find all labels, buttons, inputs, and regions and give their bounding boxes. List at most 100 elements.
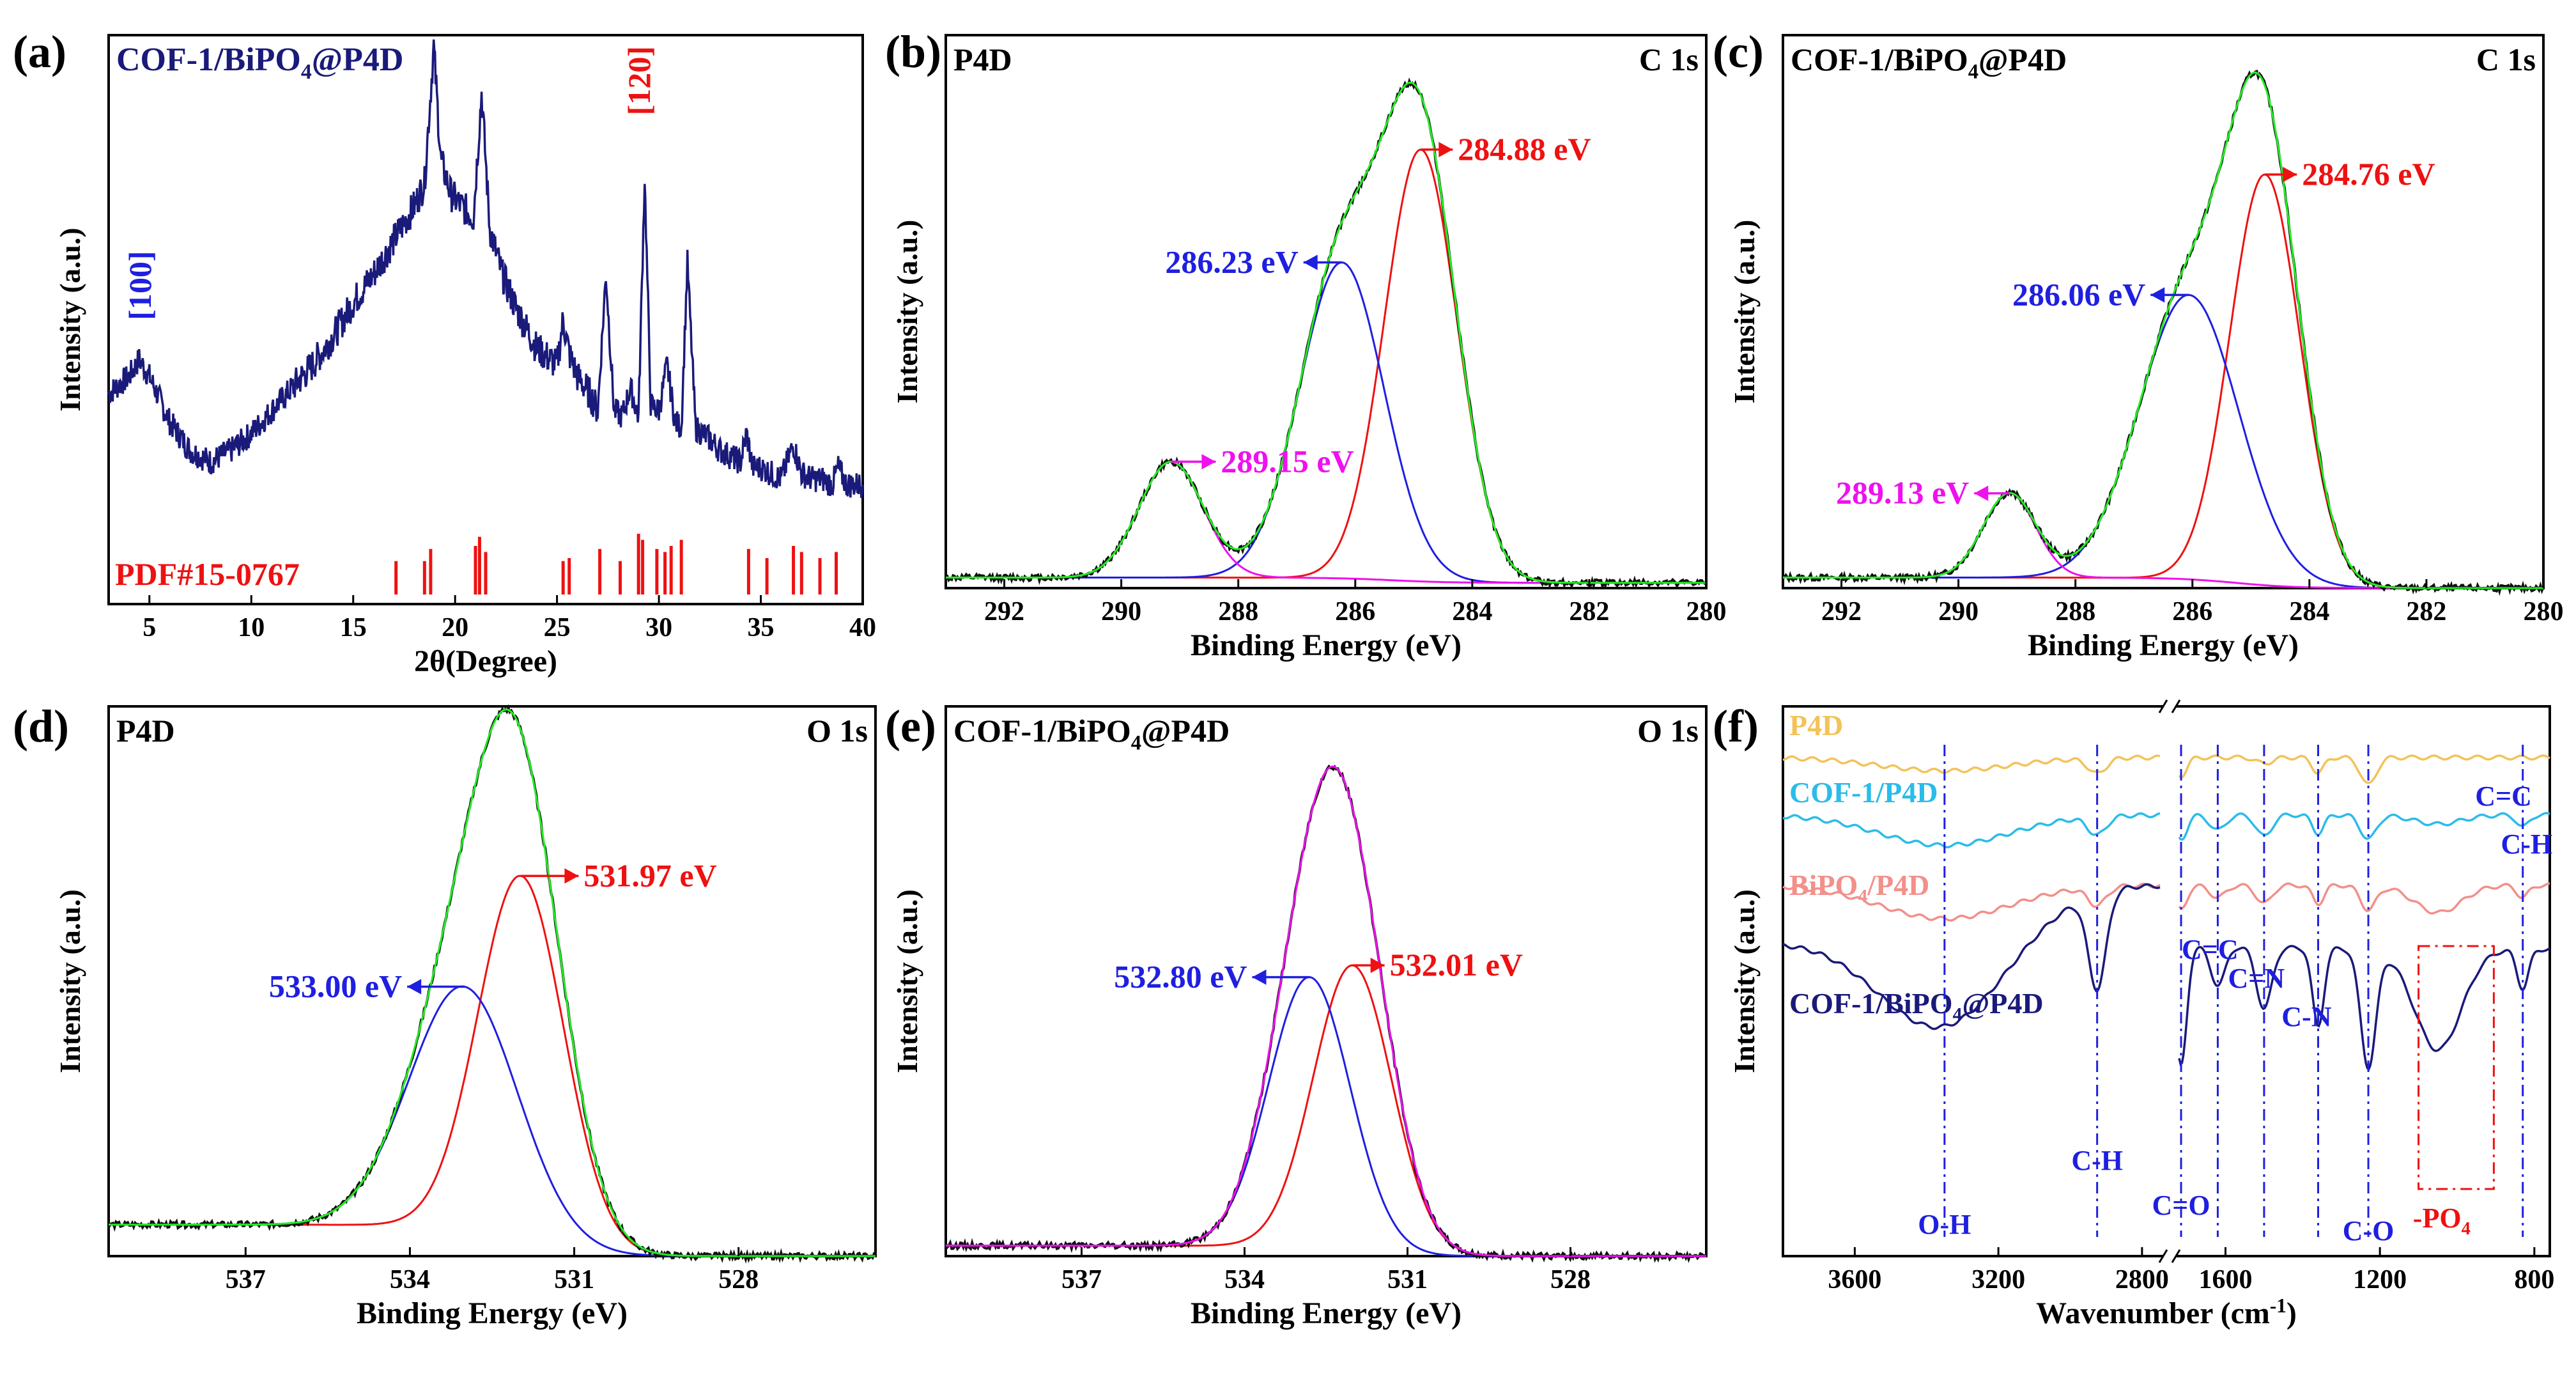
panel-label: (d) bbox=[13, 701, 69, 752]
plot-frame bbox=[1782, 34, 2545, 589]
x-axis-label: Wavenumber (cm-1​) bbox=[2036, 1294, 2297, 1330]
peak-label: 286.06 eV bbox=[2012, 276, 2145, 312]
x-tick-label: 1600 bbox=[2199, 1265, 2253, 1294]
ftir-spectrum bbox=[1782, 882, 2161, 922]
arrow-head bbox=[564, 868, 579, 884]
band-label: C=N bbox=[2228, 963, 2285, 994]
arrow-head bbox=[2150, 287, 2165, 303]
series-label: COF-1/P4D bbox=[1789, 776, 1938, 809]
core-level: C 1s bbox=[2476, 42, 2536, 77]
plot-frame bbox=[945, 705, 1708, 1257]
envelope-fit bbox=[946, 81, 1706, 584]
panel-c: 284.76 eV 286.06 eV 289.13 eV COF-1/BiPO4​@… bbox=[1728, 34, 2564, 662]
peak-label: 289.15 eV bbox=[1221, 443, 1354, 479]
band-label: C-N bbox=[2281, 1001, 2331, 1032]
panel-label: (e) bbox=[885, 701, 936, 752]
band-label: C=O bbox=[2152, 1190, 2210, 1221]
reference-legend: PDF#15-0767 bbox=[115, 556, 300, 592]
x-tick-label: 1200 bbox=[2353, 1265, 2407, 1294]
x-tick-label: 292 bbox=[1821, 597, 1862, 626]
component-peak bbox=[946, 261, 1706, 584]
plot-frame bbox=[945, 34, 1708, 589]
break-slash bbox=[2171, 699, 2181, 713]
x-axis-label: Binding Energy (eV) bbox=[1191, 628, 1462, 662]
ftir-spectrum bbox=[2178, 882, 2550, 915]
y-axis-label: Intensity (a.u.) bbox=[891, 220, 923, 404]
x-axis-label: Binding Energy (eV) bbox=[357, 1296, 628, 1330]
core-level: O 1s bbox=[1637, 713, 1699, 749]
x-tick-label: 528 bbox=[718, 1265, 759, 1294]
x-tick-label: 286 bbox=[1335, 597, 1375, 626]
x-tick-label: 5 bbox=[143, 613, 156, 642]
component-peak bbox=[109, 985, 875, 1257]
x-axis-label: 2θ(Degree) bbox=[414, 644, 557, 678]
ftir-spectrum bbox=[1782, 754, 2161, 774]
peak-label: 532.80 eV bbox=[1114, 959, 1247, 995]
plot-frame bbox=[107, 34, 864, 605]
arrow-head bbox=[1370, 958, 1385, 974]
arrow-head bbox=[407, 979, 422, 995]
panel-d: 531.97 eV 533.00 eV P4D O 1s 537 534 531 528 Bin… bbox=[54, 704, 877, 1330]
component-peak bbox=[109, 874, 875, 1257]
x-tick-label: 3600 bbox=[1828, 1265, 1881, 1294]
band-label: O-H bbox=[1918, 1209, 1971, 1240]
sample-title: COF-1/BiPO4​@P4D bbox=[1791, 42, 2067, 84]
component-peak bbox=[946, 964, 1706, 1257]
peak-label: 286.23 eV bbox=[1165, 244, 1298, 280]
ftir-spectrum bbox=[1782, 812, 2161, 849]
x-axis-label: Binding Energy (eV) bbox=[1191, 1296, 1462, 1330]
band-label: -PO4​ bbox=[2413, 1202, 2471, 1239]
sample-title: P4D bbox=[116, 713, 175, 749]
break-slash bbox=[2158, 699, 2168, 713]
panel-f: P4D COF-1/P4D BiPO4​/P4D COF-1/BiPO4​@P4D O-… bbox=[1728, 699, 2554, 1330]
y-axis-label: Intensity (a.u.) bbox=[891, 889, 923, 1073]
annotation-120: [120] bbox=[621, 46, 657, 115]
raw-spectrum bbox=[945, 764, 1707, 1263]
x-tick-label: 282 bbox=[1569, 597, 1609, 626]
x-tick-label: 15 bbox=[340, 613, 367, 642]
x-tick-label: 40 bbox=[849, 613, 876, 642]
arrow-head bbox=[1252, 969, 1267, 985]
envelope-fit bbox=[946, 765, 1706, 1257]
break-slash bbox=[2171, 1249, 2181, 1263]
raw-spectrum bbox=[107, 704, 877, 1264]
panel-a: PDF#15-0767 COF-1/BiPO4​@P4D [100] [120] 5 10… bbox=[54, 34, 876, 678]
x-tick-label: 288 bbox=[1218, 597, 1258, 626]
x-tick-label: 290 bbox=[1101, 597, 1141, 626]
peak-label: 289.13 eV bbox=[1836, 475, 1969, 511]
core-level: C 1s bbox=[1639, 42, 1699, 77]
x-tick-label: 20 bbox=[442, 613, 468, 642]
x-tick-label: 534 bbox=[1224, 1265, 1265, 1294]
x-tick-label: 30 bbox=[645, 613, 672, 642]
y-axis-label: Intensity (a.u.) bbox=[54, 228, 86, 412]
panel-label: (c) bbox=[1713, 26, 1764, 77]
series-label: COF-1/BiPO4​@P4D bbox=[1789, 987, 2044, 1025]
peak-label: 533.00 eV bbox=[269, 968, 402, 1004]
peak-label: 284.88 eV bbox=[1458, 131, 1591, 167]
x-tick-label: 531 bbox=[554, 1265, 594, 1294]
panel-label: (a) bbox=[13, 26, 66, 77]
panel-e: 532.01 eV 532.80 eV COF-1/BiPO4​@P4D O 1s 53… bbox=[891, 705, 1708, 1330]
panel-label: (b) bbox=[885, 26, 941, 77]
sample-title: P4D bbox=[953, 42, 1012, 77]
x-tick-label: 528 bbox=[1550, 1265, 1591, 1294]
x-tick-label: 292 bbox=[984, 597, 1024, 626]
core-level: O 1s bbox=[806, 713, 868, 749]
arrow-head bbox=[1438, 142, 1453, 158]
sample-title: COF-1/BiPO4​@P4D bbox=[953, 713, 1230, 755]
x-tick-label: 534 bbox=[390, 1265, 430, 1294]
ftir-spectrum bbox=[2178, 754, 2550, 784]
y-axis-label: Intensity (a.u.) bbox=[1728, 220, 1761, 404]
x-tick-label: 10 bbox=[238, 613, 265, 642]
x-tick-label: 284 bbox=[1452, 597, 1492, 626]
arrow-head bbox=[1201, 454, 1216, 470]
band-label: C=C bbox=[2182, 934, 2239, 965]
x-axis-label: Binding Energy (eV) bbox=[2028, 628, 2299, 662]
x-tick-label: 2800 bbox=[2115, 1265, 2169, 1294]
band-label: C=C bbox=[2475, 781, 2532, 812]
x-tick-label: 286 bbox=[2172, 597, 2212, 626]
envelope-fit bbox=[109, 708, 875, 1257]
ftir-spectrum bbox=[2178, 945, 2550, 1071]
band-label: C-H bbox=[2071, 1145, 2123, 1176]
x-tick-label: 288 bbox=[2055, 597, 2095, 626]
